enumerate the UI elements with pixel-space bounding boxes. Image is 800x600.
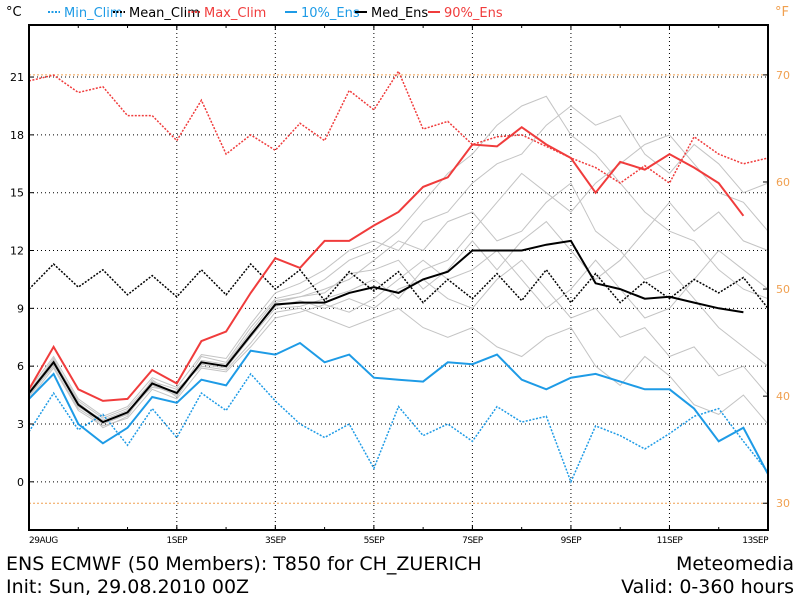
y-tick-label-c: 21 xyxy=(10,71,24,84)
series-line-10-ens xyxy=(28,341,769,475)
y-tick-label-c: 6 xyxy=(17,360,24,373)
y-tick-label-c: 9 xyxy=(17,302,24,315)
y-tick-label-c: 12 xyxy=(10,245,24,258)
y-tick-label-f: 40 xyxy=(776,390,790,403)
y-tick-label-f: 50 xyxy=(776,283,790,296)
x-tick-label: 3SEP xyxy=(265,536,287,546)
series-line-med-ens xyxy=(28,239,744,424)
y-tick-label-c: 0 xyxy=(17,476,24,489)
x-tick-label: 13SEP xyxy=(742,536,769,546)
legend-label: 10%_Ens xyxy=(301,6,360,21)
series-line-min-clim xyxy=(28,372,769,484)
chart-subtitle: Init: Sun, 29.08.2010 00Z xyxy=(6,576,249,598)
x-tick-label: 1SEP xyxy=(167,536,189,546)
grid xyxy=(29,25,768,530)
legend: Min_Clim Mean_Clim Max_Clim 10%_Ens Med_Ens 9… xyxy=(48,6,503,21)
axis-ticks: 0 3 6 9 12 15 18 21 30 40 50 60 70 29AUG 1SEP 3SEP 5SEP 7… xyxy=(10,25,790,546)
ensemble-member-line xyxy=(28,259,769,423)
legend-label: Min_Clim xyxy=(64,6,123,21)
valid-range-label: Valid: 0-360 hours xyxy=(621,576,794,598)
series-line-90-ens xyxy=(28,125,745,402)
y-tick-label-f: 30 xyxy=(776,497,790,510)
ensemble-members xyxy=(28,95,769,429)
series-line-mean-clim xyxy=(28,262,769,309)
x-tick-label: 7SEP xyxy=(462,536,484,546)
ensemble-member-line xyxy=(28,249,769,427)
legend-label: Mean_Clim xyxy=(129,6,200,21)
legend-label: 90%_Ens xyxy=(444,6,503,21)
series-line-max-clim xyxy=(28,69,769,185)
x-tick-label: 9SEP xyxy=(561,536,583,546)
y-tick-label-c: 3 xyxy=(17,418,24,431)
series-lines xyxy=(28,69,769,484)
legend-label: Max_Clim xyxy=(204,6,266,21)
chart-title: ENS ECMWF (50 Members): T850 for CH_ZUER… xyxy=(6,553,482,575)
x-tick-label: 29AUG xyxy=(29,536,58,546)
x-tick-label: 5SEP xyxy=(364,536,386,546)
y-tick-label-c: 18 xyxy=(10,129,24,142)
ensemble-member-line xyxy=(28,105,769,417)
y-axis-label-celsius: °C xyxy=(6,5,22,20)
y-axis-label-fahrenheit: °F xyxy=(775,5,789,20)
ensemble-member-line xyxy=(28,182,769,429)
y-tick-label-c: 15 xyxy=(10,187,24,200)
ensemble-member-line xyxy=(28,307,769,425)
source-label: Meteomedia xyxy=(676,553,794,575)
y-tick-label-f: 60 xyxy=(776,176,790,189)
legend-label: Med_Ens xyxy=(371,6,428,21)
y-tick-label-f: 70 xyxy=(776,69,790,82)
ensemble-member-line xyxy=(28,134,769,421)
plot-frame xyxy=(28,24,769,531)
x-tick-label: 11SEP xyxy=(657,536,684,546)
